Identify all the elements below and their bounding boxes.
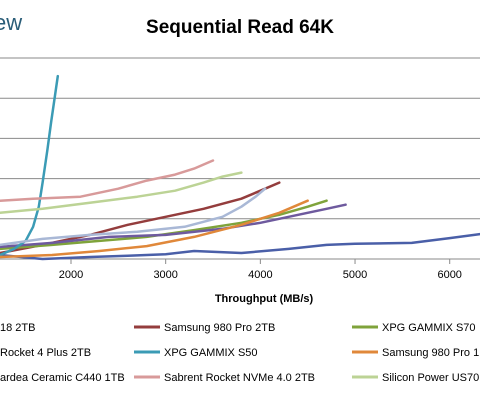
series-lines <box>0 74 480 261</box>
legend-label: 18 2TB <box>0 322 35 334</box>
series-line <box>0 171 243 215</box>
x-tick-label: 3000 <box>153 269 177 281</box>
series-line <box>0 74 60 257</box>
x-tick-label: 6000 <box>437 269 461 281</box>
legend-label: Silicon Power US70 <box>382 372 479 384</box>
x-tick-label: 4000 <box>248 269 272 281</box>
series-line <box>0 199 328 251</box>
series-line <box>0 199 309 259</box>
legend-label: Samsung 980 Pro 1 <box>382 347 479 359</box>
x-axis-label: Throughput (MB/s) <box>215 293 314 305</box>
legend-label: Samsung 980 Pro 2TB <box>164 322 275 334</box>
series-line <box>0 187 267 247</box>
legend-label: XPG GAMMIX S50 <box>164 347 258 359</box>
x-tick-label: 5000 <box>343 269 367 281</box>
legend-label: ardea Ceramic C440 1TB <box>0 372 125 384</box>
chart-title: Sequential Read 64K <box>146 17 334 38</box>
series-line <box>0 232 480 261</box>
legend-label: XPG GAMMIX S70 <box>382 322 476 334</box>
x-tick-label: 2000 <box>59 269 83 281</box>
brand-fragment: ew <box>0 10 22 35</box>
grid-lines <box>0 57 480 260</box>
legend: 18 2TB Samsung 980 Pro 2TB XPG GAMMIX S70 R… <box>0 322 479 384</box>
x-tick-labels: 2000 3000 4000 5000 6000 <box>59 259 462 281</box>
legend-label: Rocket 4 Plus 2TB <box>0 347 91 359</box>
series-line <box>0 159 215 202</box>
legend-label: Sabrent Rocket NVMe 4.0 2TB <box>164 372 315 384</box>
